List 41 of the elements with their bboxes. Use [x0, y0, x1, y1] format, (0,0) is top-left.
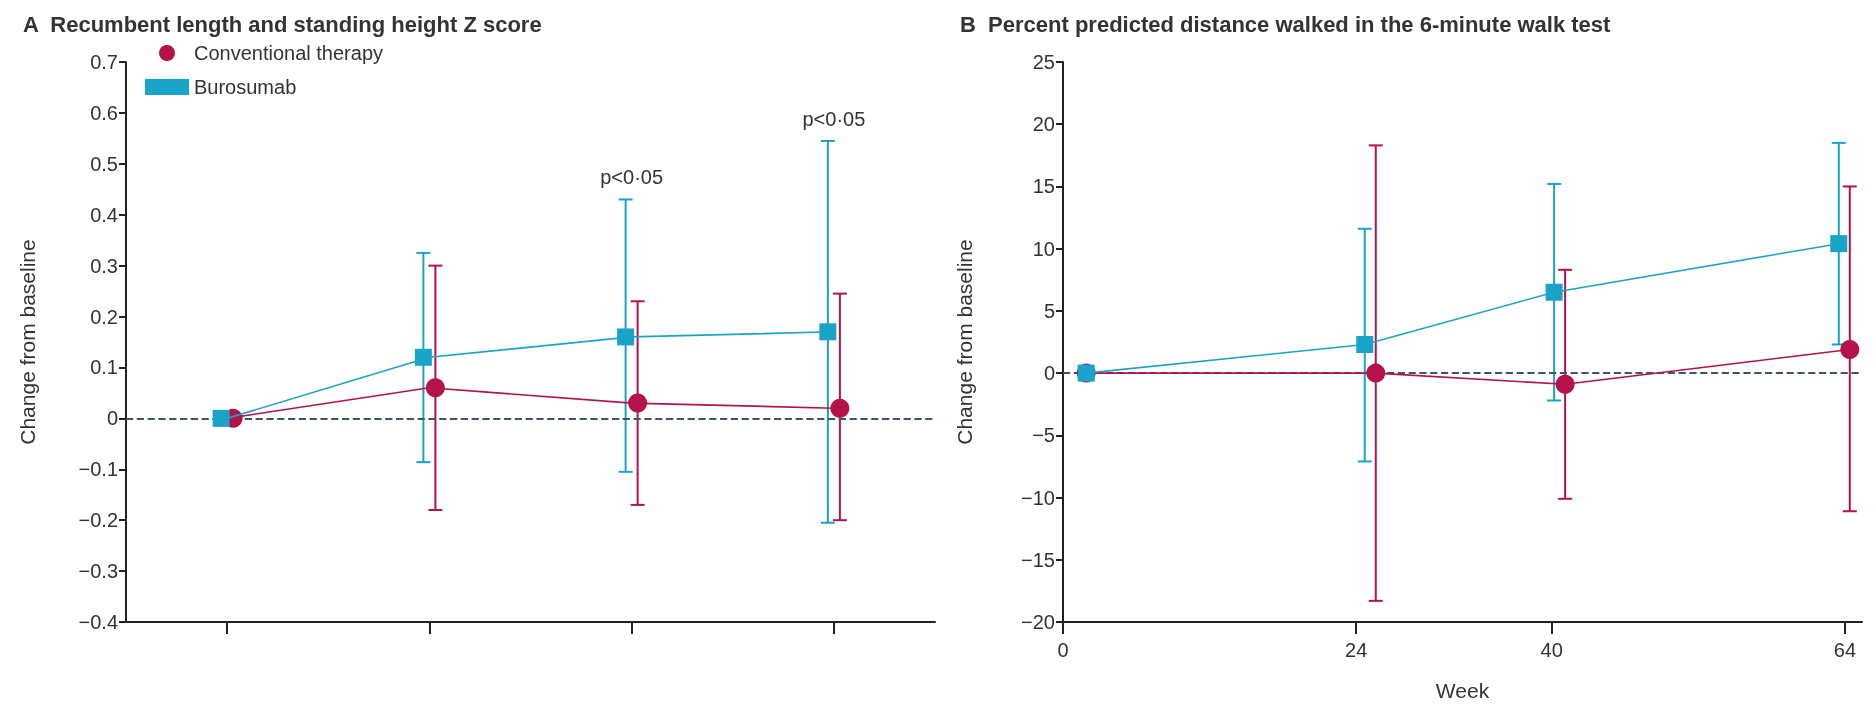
point — [1366, 363, 1386, 383]
y-tick-label: 0.6 — [90, 101, 118, 124]
x-tick-label: 0 — [1057, 639, 1069, 661]
y-axis-title: Change from baseline — [953, 239, 976, 445]
y-tick-label: −0.1 — [78, 458, 118, 481]
point — [1840, 339, 1860, 359]
y-tick-label: −0.2 — [78, 509, 118, 532]
y-tick-label: 0.5 — [90, 152, 118, 175]
point — [1555, 374, 1575, 394]
x-axis-title: Week — [1435, 679, 1490, 702]
y-tick-label: 25 — [1032, 51, 1055, 73]
legend-label: Burosumab — [194, 76, 297, 98]
y-tick-label: 5 — [1043, 299, 1055, 322]
y-axis-title: Change from baseline — [16, 239, 39, 445]
y-tick-label: 0.1 — [90, 356, 118, 379]
y-tick-label: −0.3 — [78, 560, 118, 583]
y-tick-label: −10 — [1021, 486, 1055, 509]
y-tick-label: −15 — [1021, 548, 1055, 571]
y-tick-label: 0.7 — [90, 51, 118, 73]
y-tick-label: 20 — [1032, 113, 1055, 136]
y-tick-label: 0.2 — [90, 305, 118, 328]
chart-title: A Recumbent length and standing height Z score — [23, 11, 542, 37]
x-tick-label: 40 — [1540, 639, 1563, 661]
y-tick-label: 0 — [106, 407, 118, 430]
x-tick-label: 24 — [1345, 639, 1368, 661]
y-tick-label: −0.4 — [78, 611, 118, 633]
x-tick-label: 64 — [1833, 639, 1857, 661]
annotation: p<0·05 — [802, 107, 866, 130]
point — [1356, 335, 1374, 353]
point — [1545, 283, 1563, 301]
legend-label: Conventional therapy — [194, 42, 384, 64]
y-tick-label: 15 — [1032, 175, 1055, 198]
point — [1830, 235, 1848, 253]
y-tick-label: 0 — [1043, 362, 1055, 385]
annotation: p<0·05 — [600, 166, 664, 189]
y-tick-label: 0.3 — [90, 254, 118, 277]
y-tick-label: −5 — [1032, 424, 1055, 447]
y-tick-label: −20 — [1021, 611, 1055, 633]
y-tick-label: 10 — [1032, 237, 1055, 260]
chart-title: B Percent predicted distance walked in the 6-minute walk test — [960, 11, 1612, 37]
y-tick-label: 0.4 — [90, 203, 118, 226]
